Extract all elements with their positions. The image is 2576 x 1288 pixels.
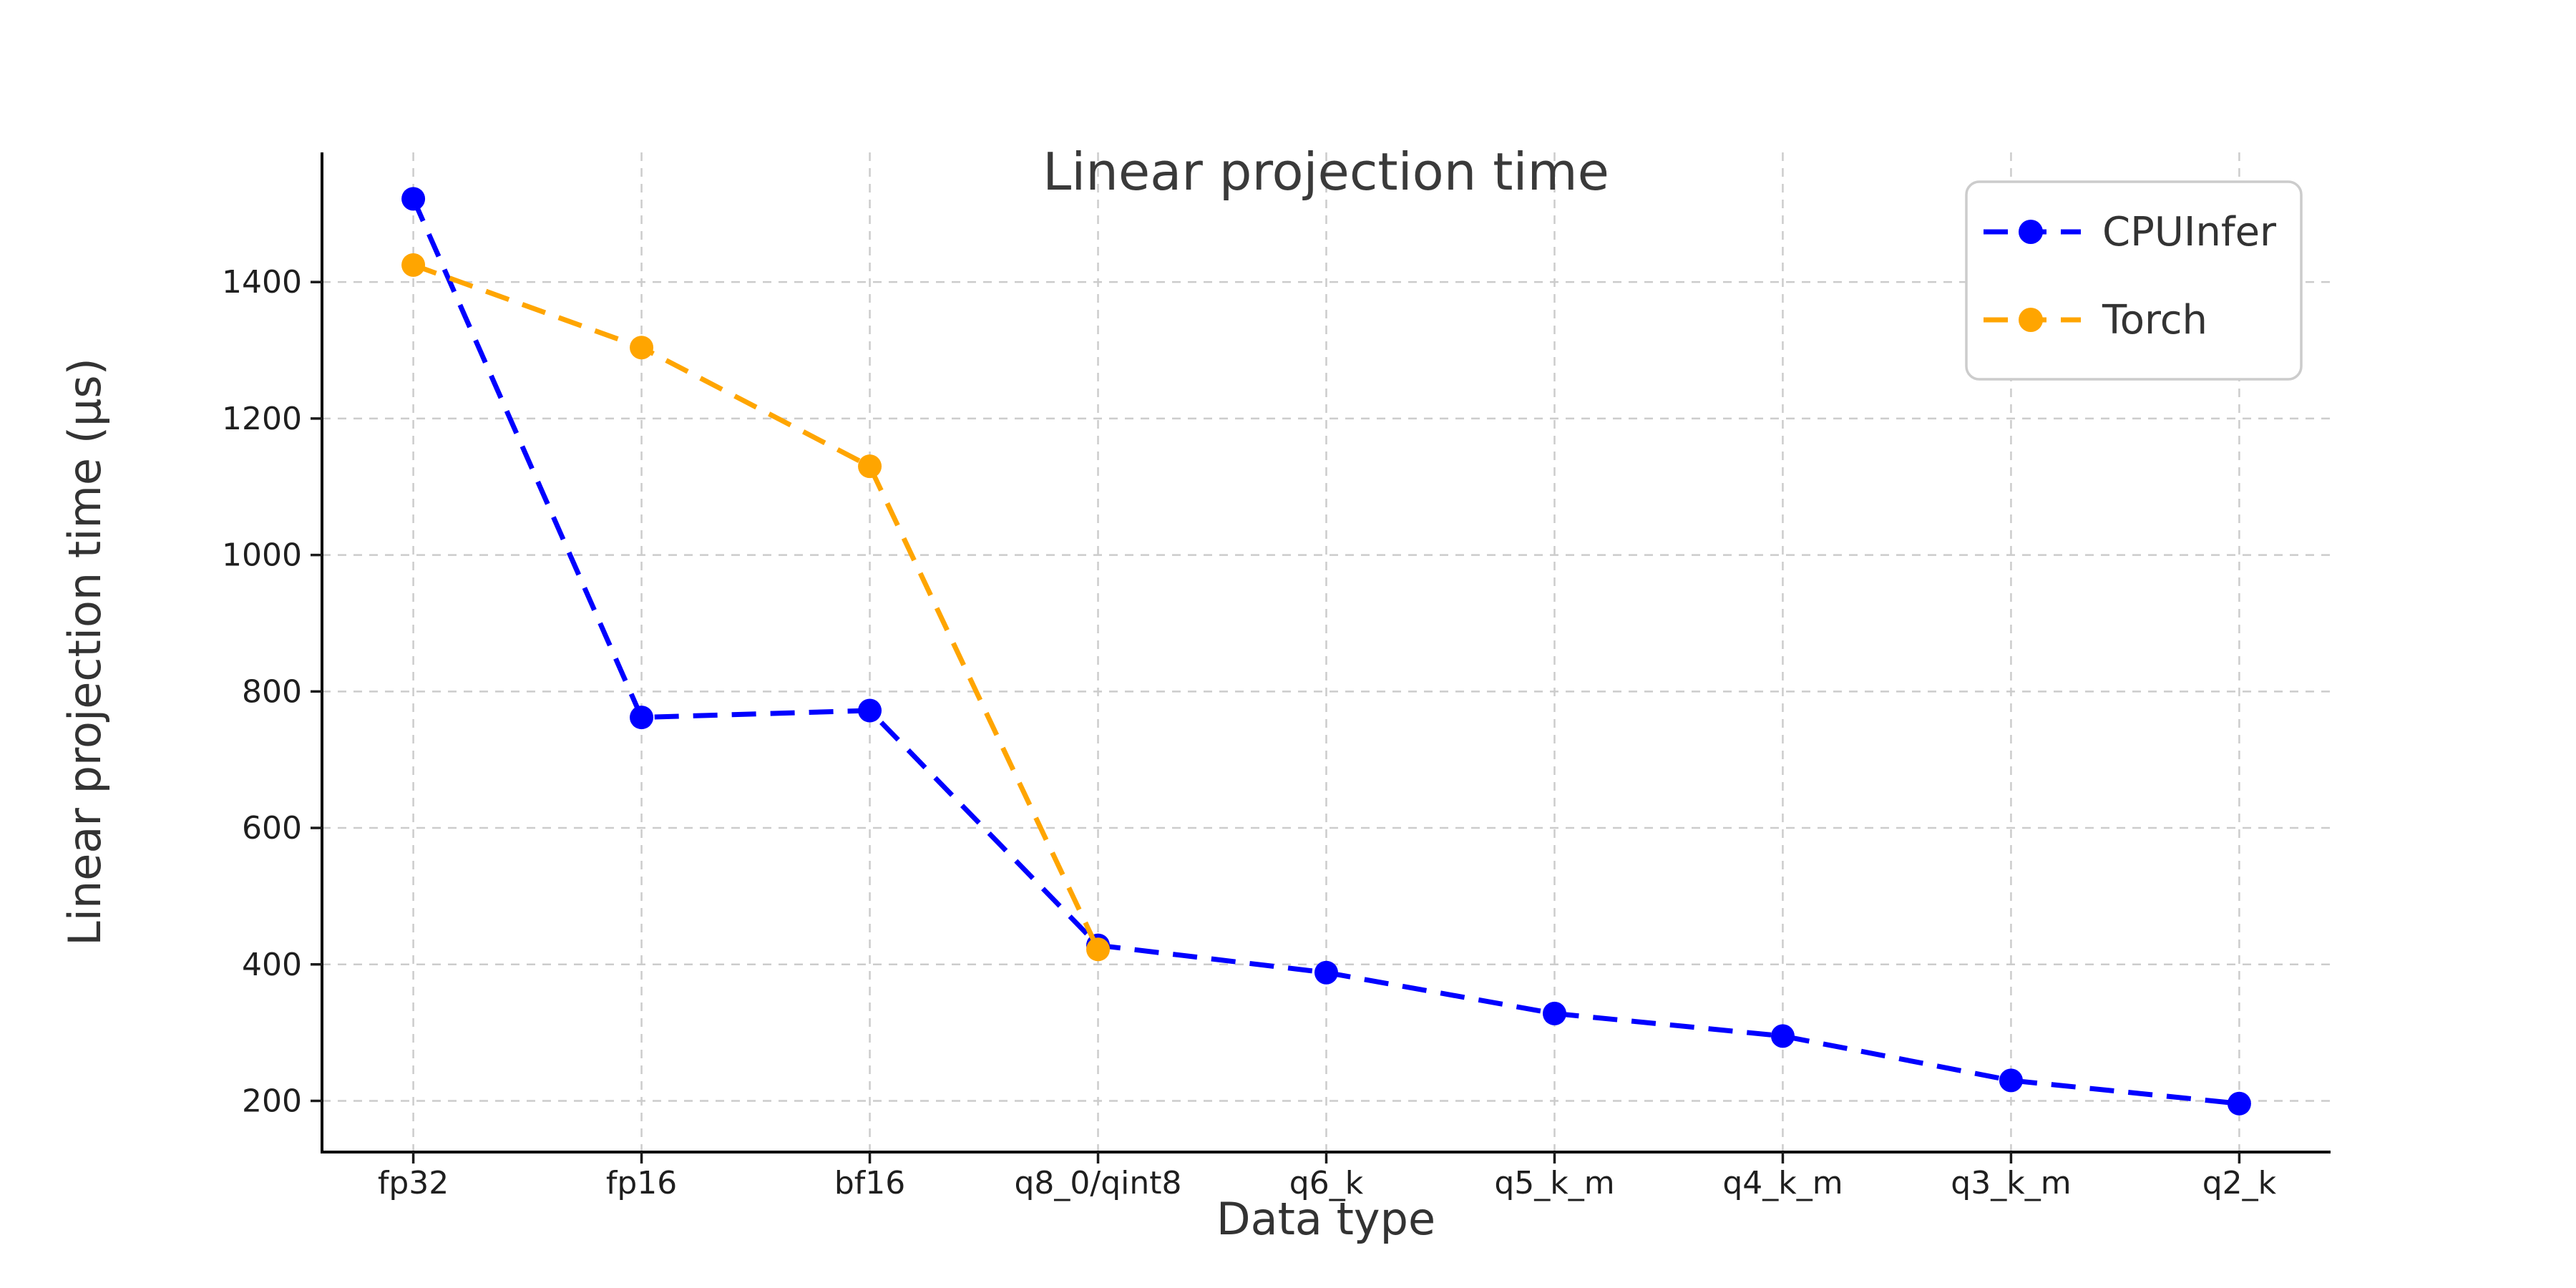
y-tick-label: 800 <box>242 673 302 710</box>
data-point-cpuinfer <box>401 187 426 211</box>
legend-marker-torch <box>2019 308 2043 332</box>
legend-box <box>1965 180 2303 381</box>
legend-marker-cpuinfer <box>2019 220 2043 244</box>
data-point-cpuinfer <box>858 698 882 723</box>
axes <box>311 152 2331 1163</box>
x-tick-label: q3_k_m <box>1951 1165 2071 1201</box>
x-tick-label: q8_0/qint8 <box>1015 1165 1182 1201</box>
y-axis-label: Linear projection time (μs) <box>59 358 111 946</box>
y-tick-label: 400 <box>242 947 302 983</box>
legend-label-cpuinfer: CPUInfer <box>2102 209 2277 255</box>
legend-item-cpuinfer: CPUInfer <box>1984 209 2277 255</box>
x-tick-label: q2_k <box>2202 1165 2277 1201</box>
y-tick-label: 1200 <box>222 401 302 437</box>
x-tick-label: q4_k_m <box>1722 1165 1843 1201</box>
data-point-torch <box>630 336 654 360</box>
y-tick-label: 200 <box>242 1083 302 1119</box>
x-tick-label: q6_k <box>1289 1165 1364 1201</box>
data-point-cpuinfer <box>1314 960 1338 985</box>
tick-labels: fp32 fp16 bf16 q8_0/qint8 q6_k q5_k_m q4_k_m q3… <box>222 264 2277 1201</box>
chart-title: Linear projection time <box>1043 142 1609 202</box>
data-point-cpuinfer <box>2227 1091 2251 1116</box>
data-point-torch <box>401 253 426 277</box>
x-tick-label: bf16 <box>834 1165 905 1201</box>
x-tick-label: fp16 <box>606 1165 677 1201</box>
y-tick-label: 1000 <box>222 537 302 574</box>
y-tick-label: 600 <box>242 810 302 847</box>
data-point-cpuinfer <box>630 706 654 730</box>
legend: CPUInfer Torch <box>1965 180 2303 381</box>
y-tick-label: 1400 <box>222 264 302 301</box>
data-series <box>401 187 2251 1116</box>
data-point-cpuinfer <box>1542 1001 1566 1025</box>
legend-label-torch: Torch <box>2102 297 2207 343</box>
x-tick-label: q5_k_m <box>1494 1165 1614 1201</box>
data-point-torch <box>858 454 882 479</box>
legend-item-torch: Torch <box>1984 297 2207 343</box>
data-point-torch <box>1086 937 1111 962</box>
series-torch <box>401 253 1111 962</box>
data-point-cpuinfer <box>1770 1024 1795 1048</box>
data-point-cpuinfer <box>1999 1068 2023 1093</box>
x-tick-label: fp32 <box>378 1165 449 1201</box>
x-axis-label: Data type <box>1216 1193 1435 1245</box>
series-cpuinfer <box>401 187 2251 1116</box>
series-line-torch <box>412 263 1101 951</box>
